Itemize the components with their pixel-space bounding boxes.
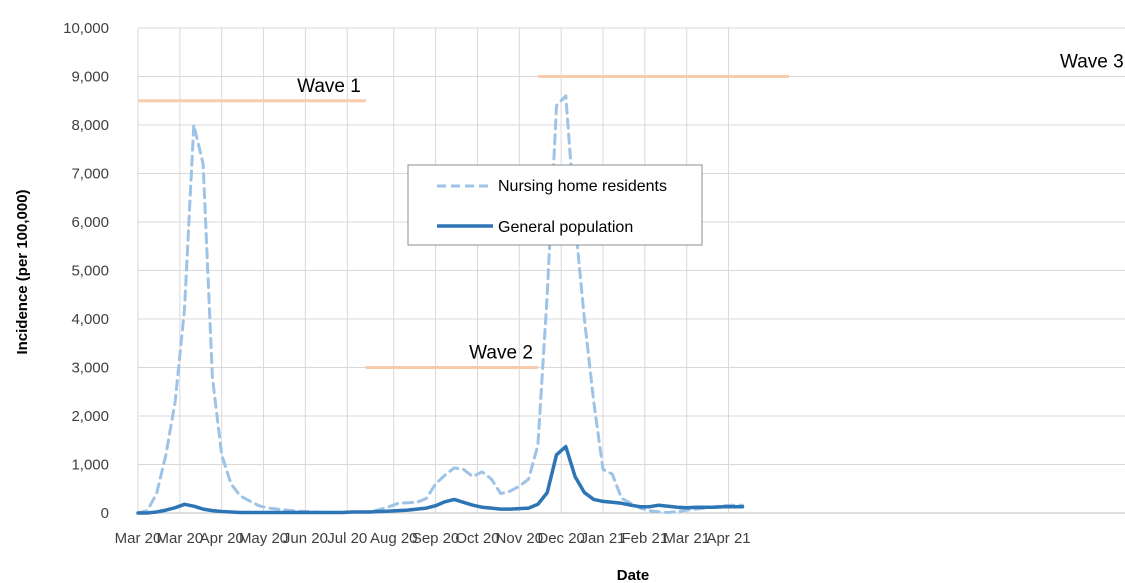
y-tick-label: 0 — [101, 505, 109, 522]
x-tick-label: Feb 21 — [621, 530, 668, 547]
legend-label-general-population: General population — [498, 219, 633, 236]
y-tick-label: 1,000 — [71, 457, 109, 474]
wave-annotations: Wave 1 Wave 2 Wave 3 — [138, 52, 1124, 369]
x-tick-label: Jan 21 — [580, 530, 625, 547]
series-line-nursing-home — [136, 94, 744, 515]
y-tick-label: 2,000 — [71, 408, 109, 425]
y-tick-label: 6,000 — [71, 214, 109, 231]
x-tick-label: Oct 20 — [455, 530, 499, 547]
x-tick-label: Jul 20 — [327, 530, 367, 547]
legend: Nursing home residents General populatio… — [407, 164, 703, 246]
y-tick-label: 5,000 — [71, 263, 109, 280]
series-line-general-population — [136, 444, 745, 515]
x-tick-label: May 20 — [239, 530, 288, 547]
x-tick-label: Dec 20 — [537, 530, 585, 547]
legend-box — [407, 164, 703, 246]
x-tick-label: Jun 20 — [283, 530, 328, 547]
wave-label-2: Wave 2 — [469, 343, 533, 364]
y-axis-ticks: 0 1,000 2,000 3,000 4,000 5,000 6,000 7,000 8,00… — [63, 20, 109, 522]
x-tick-label: Nov 20 — [496, 530, 544, 547]
y-axis-title: Incidence (per 100,000) — [14, 189, 31, 354]
y-tick-label: 8,000 — [71, 117, 109, 134]
x-tick-label: Aug 20 — [370, 530, 418, 547]
y-tick-label: 4,000 — [71, 311, 109, 328]
x-tick-label: Mar 20 — [115, 530, 162, 547]
wave-label-1: Wave 1 — [297, 76, 361, 97]
series-lines — [136, 94, 745, 515]
x-axis-title: Date — [617, 567, 650, 583]
x-tick-label: Mar 21 — [663, 530, 710, 547]
y-tick-label: 9,000 — [71, 69, 109, 86]
x-tick-label: Apr 20 — [200, 530, 244, 547]
x-tick-label: Sep 20 — [412, 530, 460, 547]
x-tick-label: Apr 21 — [706, 530, 750, 547]
x-tick-label: Mar 20 — [157, 530, 204, 547]
legend-label-nursing-home: Nursing home residents — [498, 178, 667, 195]
grid — [137, 27, 1125, 514]
y-tick-label: 10,000 — [63, 20, 109, 37]
y-tick-label: 3,000 — [71, 360, 109, 377]
wave-label-3: Wave 3 — [1060, 52, 1124, 73]
y-tick-label: 7,000 — [71, 166, 109, 183]
